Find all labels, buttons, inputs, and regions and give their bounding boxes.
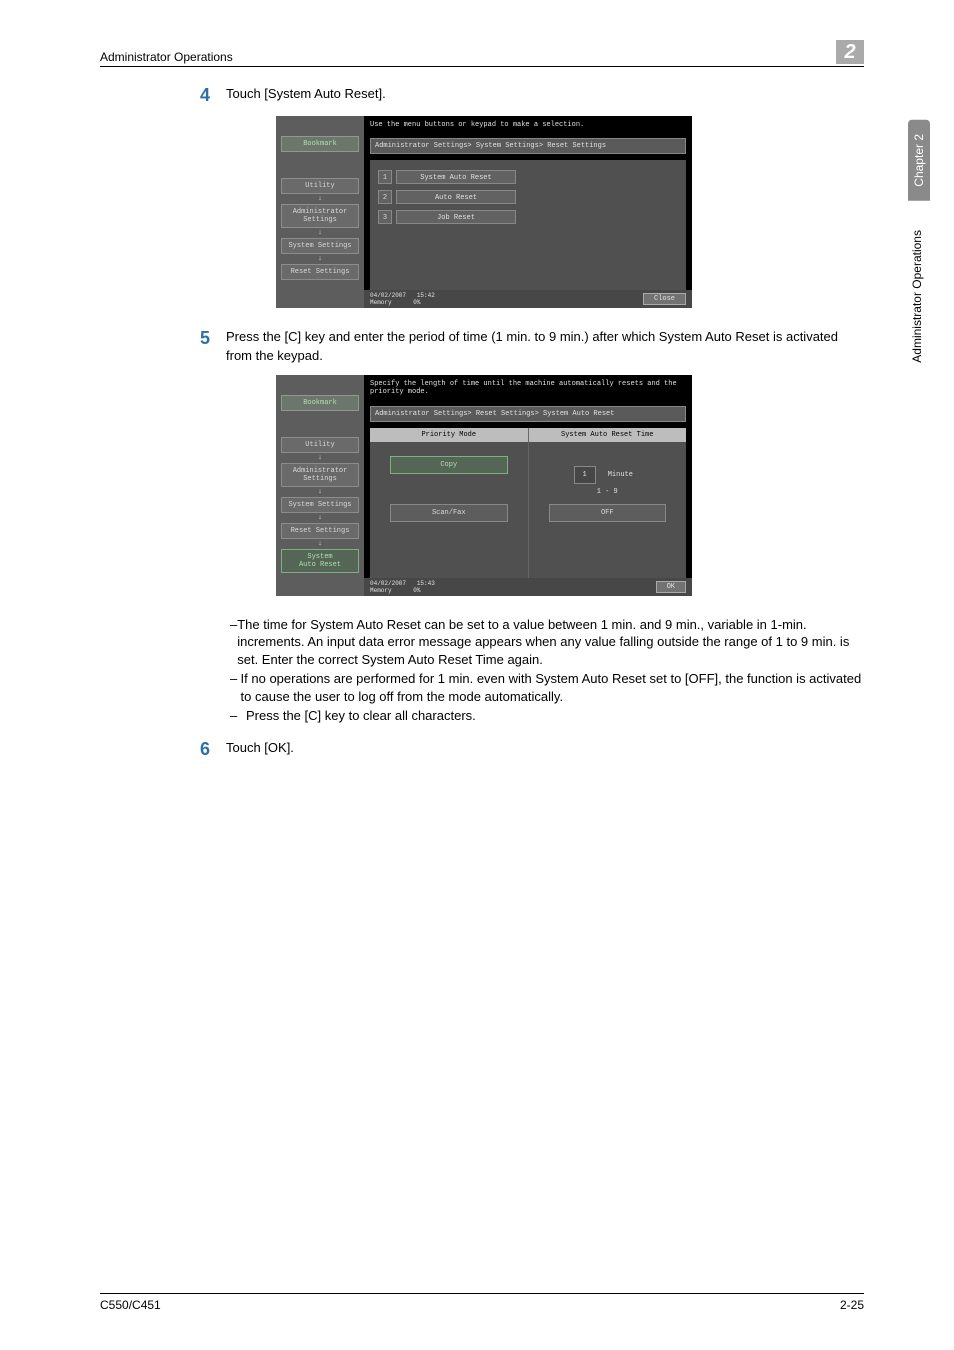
- step-text: Touch [OK].: [226, 739, 864, 760]
- sidebar-item-admin-settings[interactable]: Administrator Settings: [281, 463, 359, 487]
- chevron-down-icon: ↓: [281, 541, 359, 547]
- menu-item-auto-reset[interactable]: Auto Reset: [396, 190, 516, 204]
- menu-index: 3: [378, 210, 392, 224]
- ok-button[interactable]: OK: [656, 581, 686, 593]
- bookmark-button[interactable]: Bookmark: [281, 395, 359, 411]
- priority-mode-header: Priority Mode: [370, 428, 528, 442]
- footer-datetime: 04/02/2007 15:42 Memory 0%: [370, 292, 435, 306]
- chevron-down-icon: ↓: [281, 515, 359, 521]
- sidebar-item-system-settings[interactable]: System Settings: [281, 497, 359, 513]
- bullet-dash: –: [226, 670, 241, 705]
- range-label: 1 - 9: [529, 488, 687, 496]
- step-number: 6: [186, 739, 226, 760]
- sidebar-item-reset-settings[interactable]: Reset Settings: [281, 523, 359, 539]
- menu-index: 2: [378, 190, 392, 204]
- bullet-dash: –: [226, 707, 246, 725]
- sidebar-item-admin-settings[interactable]: Administrator Settings: [281, 204, 359, 228]
- instruction-text: Specify the length of time until the mac…: [364, 375, 692, 402]
- sidebar-item-system-auto-reset[interactable]: System Auto Reset: [281, 549, 359, 573]
- footer-page: 2-25: [840, 1298, 864, 1312]
- auto-reset-time-header: System Auto Reset Time: [529, 428, 687, 442]
- side-chapter-tab: Chapter 2: [908, 120, 930, 201]
- side-section-label: Administrator Operations: [910, 230, 924, 363]
- off-button[interactable]: OFF: [549, 504, 667, 522]
- menu-item-job-reset[interactable]: Job Reset: [396, 210, 516, 224]
- screenshot-reset-settings: Bookmark Utility ↓ Administrator Setting…: [276, 116, 692, 308]
- menu-item-system-auto-reset[interactable]: System Auto Reset: [396, 170, 516, 184]
- chevron-down-icon: ↓: [281, 196, 359, 202]
- sidebar-item-utility[interactable]: Utility: [281, 178, 359, 194]
- sidebar-item-reset-settings[interactable]: Reset Settings: [281, 264, 359, 280]
- bullet-dash: –: [226, 616, 237, 669]
- copy-button[interactable]: Copy: [390, 456, 508, 474]
- header-section: Administrator Operations: [100, 50, 233, 64]
- sidebar-item-utility[interactable]: Utility: [281, 437, 359, 453]
- instruction-text: Use the menu buttons or keypad to make a…: [364, 116, 692, 134]
- breadcrumb: Administrator Settings> System Settings>…: [370, 138, 686, 154]
- sidebar-item-system-settings[interactable]: System Settings: [281, 238, 359, 254]
- minute-value: 1: [574, 466, 596, 484]
- scan-fax-button[interactable]: Scan/Fax: [390, 504, 508, 522]
- chevron-down-icon: ↓: [281, 455, 359, 461]
- screenshot-system-auto-reset: Bookmark Utility ↓ Administrator Setting…: [276, 375, 692, 596]
- chevron-down-icon: ↓: [281, 489, 359, 495]
- footer-model: C550/C451: [100, 1298, 161, 1312]
- bullet-text: Press the [C] key to clear all character…: [246, 707, 476, 725]
- step-text: Touch [System Auto Reset].: [226, 85, 864, 106]
- chapter-badge: 2: [836, 40, 864, 64]
- minute-label: Minute: [600, 467, 641, 483]
- step-text: Press the [C] key and enter the period o…: [226, 328, 864, 364]
- bookmark-button[interactable]: Bookmark: [281, 136, 359, 152]
- step-number: 4: [186, 85, 226, 106]
- chevron-down-icon: ↓: [281, 230, 359, 236]
- step-number: 5: [186, 328, 226, 364]
- menu-index: 1: [378, 170, 392, 184]
- close-button[interactable]: Close: [643, 293, 686, 305]
- breadcrumb: Administrator Settings> Reset Settings> …: [370, 406, 686, 422]
- chevron-down-icon: ↓: [281, 256, 359, 262]
- footer-datetime: 04/02/2007 15:43 Memory 0%: [370, 580, 435, 594]
- bullet-text: The time for System Auto Reset can be se…: [237, 616, 864, 669]
- bullet-text: If no operations are performed for 1 min…: [241, 670, 864, 705]
